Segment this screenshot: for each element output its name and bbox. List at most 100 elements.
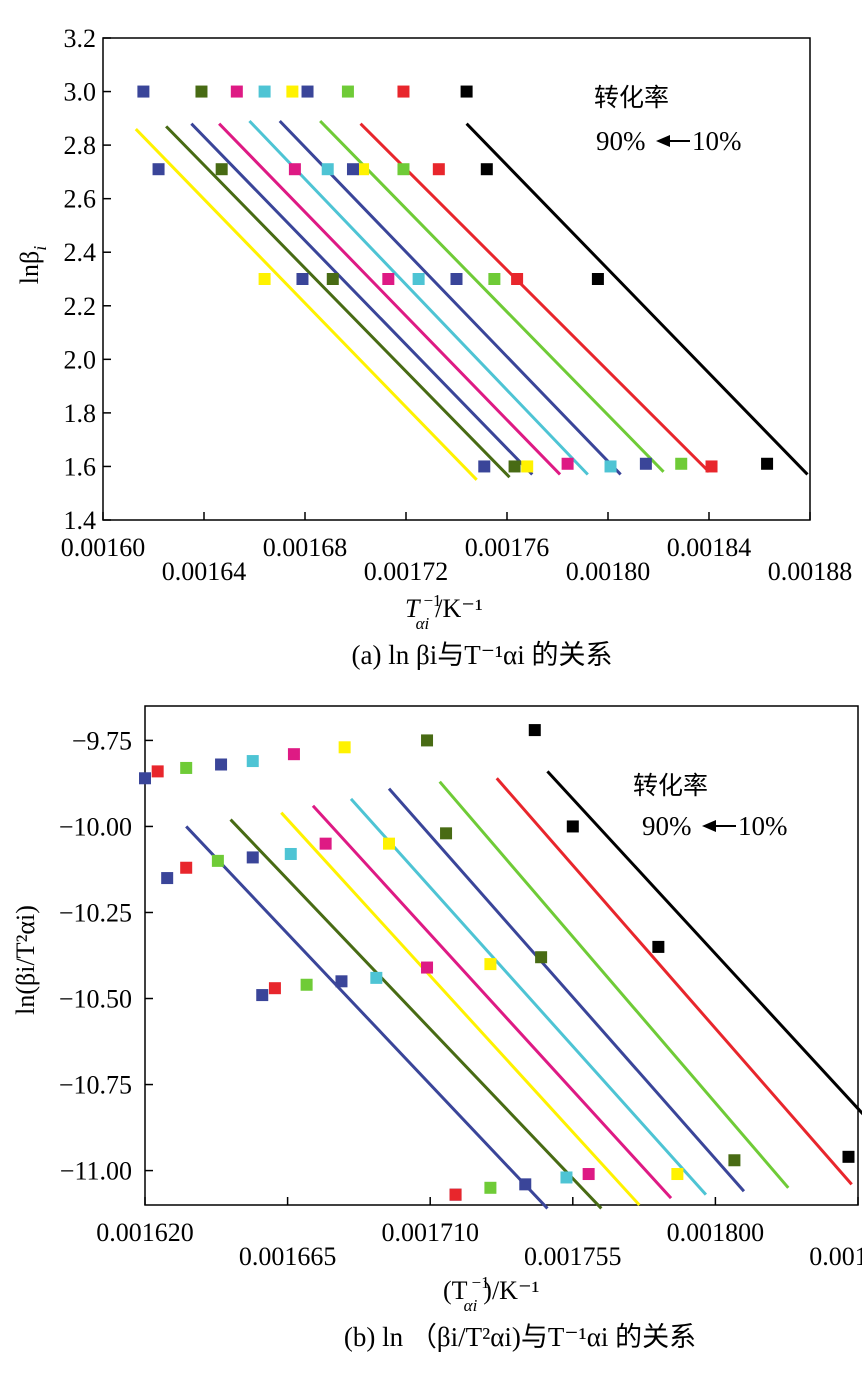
data-point-70pct (478, 460, 491, 473)
y-tick-label: 2.0 (64, 345, 97, 374)
x-axis-label-b: (T −1 αi)/K⁻¹ (443, 1273, 539, 1315)
data-point-20pct (180, 861, 193, 874)
y-tick-label: −10.50 (59, 985, 132, 1014)
x-axis-label-a: T −1 αi/K⁻¹ (405, 591, 483, 633)
data-point-80pct (421, 734, 434, 747)
fit-line-70pct (185, 825, 549, 1210)
legend-b: 转化率 90% 10% (633, 771, 788, 841)
data-point-90pct (357, 163, 370, 176)
data-point-10pct (528, 724, 541, 737)
legend-to-a: 10% (692, 126, 742, 156)
x-tick-label: 0.001665 (239, 1242, 337, 1271)
x-tick-label: 0.00160 (61, 533, 146, 562)
caption-b: (b) ln （βi/T²αi)与T⁻¹αi 的关系 (344, 1322, 696, 1352)
data-point-60pct (582, 1168, 595, 1181)
fit-line-60pct (311, 804, 673, 1200)
legend-from-a: 90% (596, 126, 646, 156)
data-point-90pct (258, 273, 271, 285)
data-point-90pct (383, 837, 396, 850)
data-point-20pct (268, 982, 281, 995)
x-tick-label: 0.00176 (465, 533, 550, 562)
data-point-50pct (370, 971, 383, 984)
data-point-20pct (511, 273, 524, 285)
data-point-30pct (180, 761, 193, 774)
data-point-10pct (460, 85, 473, 98)
data-point-60pct (230, 85, 243, 98)
x-tick-label: 0.001845 (809, 1242, 862, 1271)
data-point-70pct (139, 772, 151, 785)
y-axis-ticks-b: −9.75 −10.00 −10.25 −10.50 −10.75 −11.00 (59, 726, 153, 1186)
data-point-20pct (432, 163, 445, 176)
data-point-40pct (335, 975, 348, 988)
data-point-50pct (604, 460, 617, 473)
y-tick-label: 3.2 (64, 24, 97, 53)
data-point-60pct (421, 961, 434, 974)
data-point-50pct (258, 85, 271, 98)
data-point-90pct (484, 958, 497, 971)
data-point-10pct (761, 457, 774, 470)
data-point-50pct (321, 163, 334, 176)
data-point-90pct (286, 85, 299, 98)
y-axis-label-a: lnβi (15, 246, 50, 284)
data-point-40pct (519, 1178, 532, 1191)
data-point-50pct (284, 847, 297, 860)
data-point-50pct (560, 1171, 573, 1184)
y-tick-label: 2.6 (64, 185, 97, 214)
data-point-60pct (288, 163, 301, 176)
y-tick-label: 1.8 (64, 399, 97, 428)
legend-to-b: 10% (738, 811, 788, 841)
data-point-10pct (566, 820, 579, 833)
y-tick-label: 2.8 (64, 131, 97, 160)
data-point-20pct (397, 85, 410, 98)
data-point-40pct (450, 273, 463, 285)
plot-frame-a (102, 37, 811, 521)
data-point-80pct (535, 951, 548, 964)
x-tick-label: 0.001620 (96, 1218, 194, 1247)
fit-line-10pct (465, 122, 809, 476)
legend-title-a: 转化率 (594, 83, 669, 112)
x-tick-label: 0.00188 (768, 557, 853, 586)
data-point-30pct (300, 978, 313, 991)
y-tick-label: −11.00 (60, 1157, 132, 1186)
caption-a: (a) ln βi与T⁻¹αi 的关系 (352, 640, 613, 670)
data-point-80pct (215, 163, 228, 176)
x-tick-label: 0.00172 (364, 557, 449, 586)
data-point-70pct (137, 85, 150, 98)
fit-line-50pct (349, 797, 708, 1196)
y-tick-label: 1.4 (64, 506, 97, 535)
data-point-30pct (484, 1181, 497, 1194)
y-axis-ticks-a: 1.4 1.6 1.8 2.0 2.2 2.4 2.6 2.8 3.0 3.2 (64, 24, 111, 535)
x-axis-ticks-b: 0.001620 0.001665 0.001710 0.001755 0.001800… (96, 1197, 862, 1271)
fit-line-40pct (278, 119, 622, 476)
data-point-30pct (488, 273, 501, 285)
data-points-a (137, 85, 774, 473)
chart-b: −9.75 −10.00 −10.25 −10.50 −10.75 −11.00 0.00… (11, 705, 862, 1352)
y-axis-label-b: ln(βi/T²αi) (11, 905, 40, 1015)
x-tick-label: 0.00164 (162, 557, 247, 586)
data-points-b (139, 724, 855, 1201)
fit-line-50pct (248, 119, 589, 476)
fit-line-80pct (165, 125, 511, 479)
data-point-70pct (296, 273, 309, 285)
x-tick-label: 0.001710 (381, 1218, 479, 1247)
legend-arrowhead-a (656, 135, 670, 147)
data-point-80pct (440, 827, 453, 840)
y-tick-label: −10.00 (59, 812, 132, 841)
legend-arrowhead-b (702, 820, 716, 832)
data-point-50pct (246, 755, 259, 768)
fit-line-20pct (495, 777, 853, 1186)
fit-lines-b (185, 770, 862, 1210)
data-point-80pct (195, 85, 208, 98)
fit-line-70pct (190, 122, 534, 476)
data-point-40pct (246, 851, 259, 864)
x-tick-label: 0.001755 (524, 1242, 622, 1271)
data-point-30pct (675, 457, 688, 470)
data-point-30pct (211, 854, 224, 867)
fit-line-90pct (280, 811, 641, 1207)
fit-line-30pct (438, 780, 790, 1189)
data-point-60pct (561, 457, 574, 470)
y-tick-label: −10.25 (59, 898, 132, 927)
data-point-10pct (652, 940, 665, 953)
data-point-40pct (639, 457, 652, 470)
plot-frame-b (144, 705, 859, 1206)
